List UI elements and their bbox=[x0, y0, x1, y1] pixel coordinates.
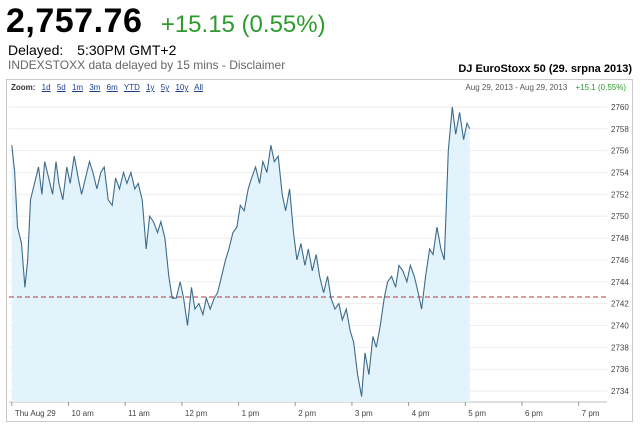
x-tick-label: 3 pm bbox=[355, 409, 373, 418]
zoom-bar: Zoom: 1d 5d 1m 3m 6m YTD 1y 5y 10y All bbox=[11, 83, 207, 92]
chart-container[interactable]: 2734 2736 2738 2740 2742 2744 2746 2748 2750 2752… bbox=[6, 79, 633, 422]
quote-header: 2,757.76 +15.15 (0.55%) bbox=[6, 2, 326, 41]
x-tick-label: 6 pm bbox=[525, 409, 543, 418]
zoom-option-1d[interactable]: 1d bbox=[41, 83, 51, 92]
series-line bbox=[11, 106, 471, 397]
index-price: 2,757.76 bbox=[6, 2, 143, 40]
zoom-option-1m[interactable]: 1m bbox=[71, 83, 84, 92]
x-tick-label: 11 am bbox=[128, 409, 150, 418]
delayed-time: 5:30PM GMT+2 bbox=[77, 42, 177, 58]
date-range-text: Aug 29, 2013 - Aug 29, 2013 bbox=[465, 83, 568, 92]
range-change: +15.1 (0.55%) bbox=[575, 83, 626, 92]
y-tick-label: 2754 bbox=[611, 169, 629, 178]
x-tick-label: 5 pm bbox=[468, 409, 486, 418]
y-tick-label: 2752 bbox=[611, 190, 629, 199]
zoom-option-3m[interactable]: 3m bbox=[89, 83, 101, 92]
zoom-option-all[interactable]: All bbox=[194, 83, 204, 92]
zoom-option-10y[interactable]: 10y bbox=[175, 83, 189, 92]
y-tick-label: 2738 bbox=[611, 343, 629, 352]
zoom-option-5y[interactable]: 5y bbox=[160, 83, 170, 92]
zoom-label: Zoom: bbox=[11, 83, 36, 92]
x-tick-label: 2 pm bbox=[298, 409, 316, 418]
y-tick-label: 2736 bbox=[611, 365, 629, 374]
zoom-option-ytd[interactable]: YTD bbox=[123, 83, 140, 92]
zoom-option-6m[interactable]: 6m bbox=[106, 83, 118, 92]
x-tick-label: 7 pm bbox=[582, 409, 600, 418]
y-tick-label: 2746 bbox=[611, 256, 629, 265]
delayed-label: Delayed: bbox=[8, 42, 64, 58]
y-tick-label: 2748 bbox=[611, 234, 629, 243]
y-tick-label: 2750 bbox=[611, 212, 629, 221]
x-tick-label: 10 am bbox=[72, 409, 95, 418]
zoom-option-1y[interactable]: 1y bbox=[146, 83, 155, 92]
y-tick-label: 2734 bbox=[611, 387, 629, 396]
price-change: +15.15 (0.55%) bbox=[160, 11, 326, 38]
x-tick-label: 4 pm bbox=[412, 409, 430, 418]
y-tick-label: 2742 bbox=[611, 300, 629, 309]
chart-title: DJ EuroStoxx 50 (29. srpna 2013) bbox=[458, 63, 632, 75]
date-range: Aug 29, 2013 - Aug 29, 2013 +15.1 (0.55%… bbox=[465, 83, 626, 92]
y-tick-label: 2740 bbox=[611, 322, 629, 331]
zoom-option-5d[interactable]: 5d bbox=[56, 83, 66, 92]
x-tick-label: 1 pm bbox=[242, 409, 260, 418]
price-chart[interactable]: 2734 2736 2738 2740 2742 2744 2746 2748 2750 2752… bbox=[7, 80, 632, 421]
delay-info: Delayed: 5:30PM GMT+2 bbox=[8, 42, 176, 58]
y-tick-label: 2756 bbox=[611, 147, 629, 156]
x-tick-label: Thu Aug 29 bbox=[15, 409, 56, 418]
disclaimer-text[interactable]: INDEXSTOXX data delayed by 15 mins - Dis… bbox=[8, 58, 286, 72]
x-tick-label: 12 pm bbox=[185, 409, 208, 418]
y-tick-label: 2758 bbox=[611, 125, 629, 134]
y-tick-label: 2744 bbox=[611, 278, 629, 287]
series-area bbox=[11, 106, 470, 403]
y-tick-label: 2760 bbox=[611, 103, 629, 112]
